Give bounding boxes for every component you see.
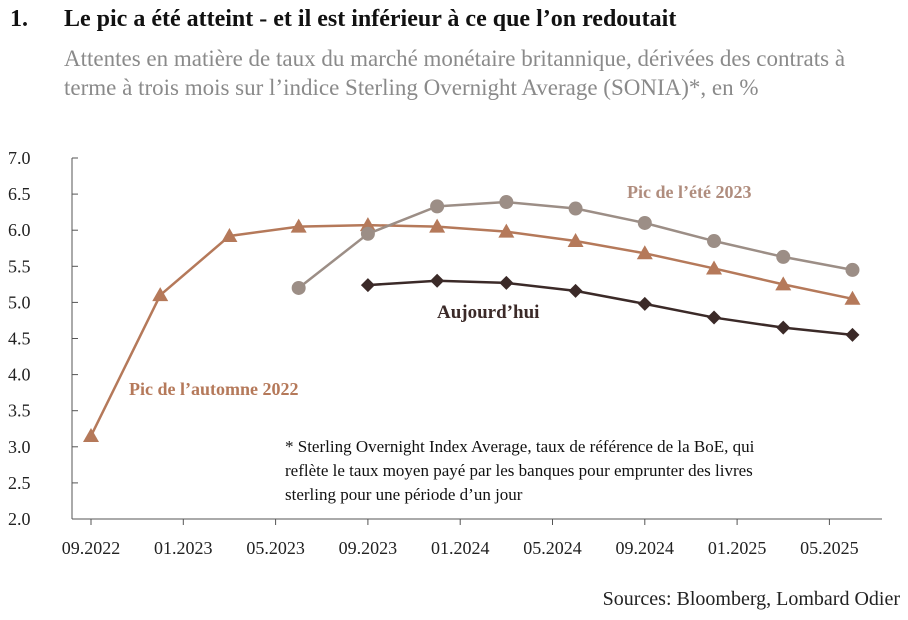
data-point-triangle (221, 227, 238, 242)
y-tick-label: 5.5 (8, 256, 31, 276)
series-lines (83, 195, 861, 442)
data-point-circle (845, 262, 860, 277)
data-point-circle (430, 199, 445, 214)
data-point-triangle (83, 427, 99, 442)
y-tick-label: 5.0 (8, 292, 31, 312)
data-point-triangle (359, 217, 376, 232)
y-tick-label: 6.5 (8, 184, 31, 204)
y-tick-label: 3.0 (8, 437, 31, 457)
x-tick-label: 05.2024 (523, 538, 582, 558)
y-tick-label: 4.5 (8, 329, 31, 349)
sources-note: Sources: Bloomberg, Lombard Odier (602, 588, 900, 610)
data-point-diamond (776, 320, 791, 335)
series-label-autumn-2022: Pic de l’automne 2022 (129, 379, 298, 399)
data-point-triangle (706, 260, 723, 275)
series-label-summer-2023: Pic de l’été 2023 (627, 182, 751, 202)
series-line (89, 223, 853, 437)
data-point-triangle (567, 233, 584, 248)
x-tick-label: 01.2024 (431, 538, 490, 558)
series-2 (360, 273, 860, 342)
figure-number: 1. (10, 6, 28, 32)
data-point-diamond (430, 273, 445, 288)
y-tick-label: 2.5 (8, 473, 31, 493)
series-label-today: Aujourd’hui (437, 302, 539, 323)
x-tick-label: 01.2025 (708, 538, 767, 558)
x-tick-label: 09.2022 (62, 538, 121, 558)
axes: 7.0 6.5 6.0 5.5 5.0 4.5 4.0 3.5 3.0 2.5 2.0 09.2022… (8, 148, 882, 558)
data-point-triangle (775, 276, 792, 291)
data-point-diamond (845, 327, 860, 342)
data-point-circle (568, 201, 583, 216)
y-tick-label: 3.5 (8, 401, 31, 421)
data-point-triangle (636, 245, 653, 260)
data-point-triangle (152, 287, 169, 302)
y-tick-label: 6.0 (8, 220, 31, 240)
x-tick-label: 09.2024 (616, 538, 675, 558)
series-1 (291, 195, 860, 295)
x-tick-label: 05.2025 (800, 538, 859, 558)
data-point-circle (360, 226, 375, 241)
data-point-diamond (360, 278, 375, 293)
data-point-circle (499, 195, 514, 210)
data-point-triangle (290, 218, 307, 233)
x-tick-label: 05.2023 (246, 538, 305, 558)
footnote-line-2: reflète le taux moyen payé par les banqu… (285, 461, 753, 480)
footnote-line-3: sterling pour une période d’un jour (285, 485, 523, 504)
series-0 (83, 217, 861, 442)
y-tick-label: 7.0 (8, 148, 31, 168)
data-point-circle (291, 280, 306, 295)
x-tick-label: 09.2023 (339, 538, 398, 558)
data-point-diamond (637, 296, 652, 311)
y-tick-label: 4.0 (8, 365, 31, 385)
data-point-circle (637, 215, 652, 230)
y-tick-label: 2.0 (8, 509, 31, 529)
chart-subtitle: Attentes en matière de taux du marché mo… (64, 46, 846, 100)
data-point-triangle (844, 290, 861, 305)
data-point-diamond (707, 310, 722, 325)
data-point-triangle (429, 218, 446, 233)
data-point-circle (707, 234, 722, 249)
series-line (367, 279, 853, 337)
data-point-diamond (568, 283, 583, 298)
data-point-circle (776, 249, 791, 264)
x-tick-label: 01.2023 (154, 538, 213, 558)
data-point-diamond (499, 275, 514, 290)
data-point-triangle (498, 223, 515, 238)
footnote-line-1: * Sterling Overnight Index Average, taux… (285, 437, 755, 456)
chart-title: Le pic a été atteint - et il est inférie… (64, 6, 677, 32)
annotations: Pic de l’été 2023 Aujourd’hui Pic de l’a… (129, 182, 755, 504)
